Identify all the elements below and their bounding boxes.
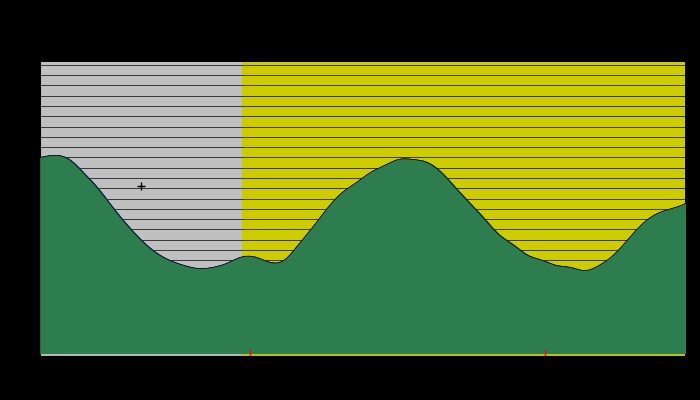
- Text: Apr 19
07:02: Apr 19 07:02: [254, 42, 286, 64]
- Text: Mset
06:18: Mset 06:18: [234, 358, 259, 377]
- Text: Apr 19
19:12: Apr 19 19:12: [603, 42, 635, 64]
- Text: Mrise
16:36: Mrise 16:36: [530, 358, 554, 377]
- Text: Mrise
16:36: Mrise 16:36: [532, 365, 558, 384]
- Text: Apr 19
01:01: Apr 19 01:01: [82, 42, 114, 64]
- Bar: [241, 62, 700, 356]
- Bar: [41, 62, 241, 356]
- Text: Apr 19
13:01: Apr 19 13:01: [426, 42, 458, 64]
- Text: Mset
06:18: Mset 06:18: [237, 365, 262, 384]
- Title: Tutka Bay,Kachemak Bay, Cook Inlet, Alaska: Tutka Bay,Kachemak Bay, Cook Inlet, Alas…: [193, 15, 533, 30]
